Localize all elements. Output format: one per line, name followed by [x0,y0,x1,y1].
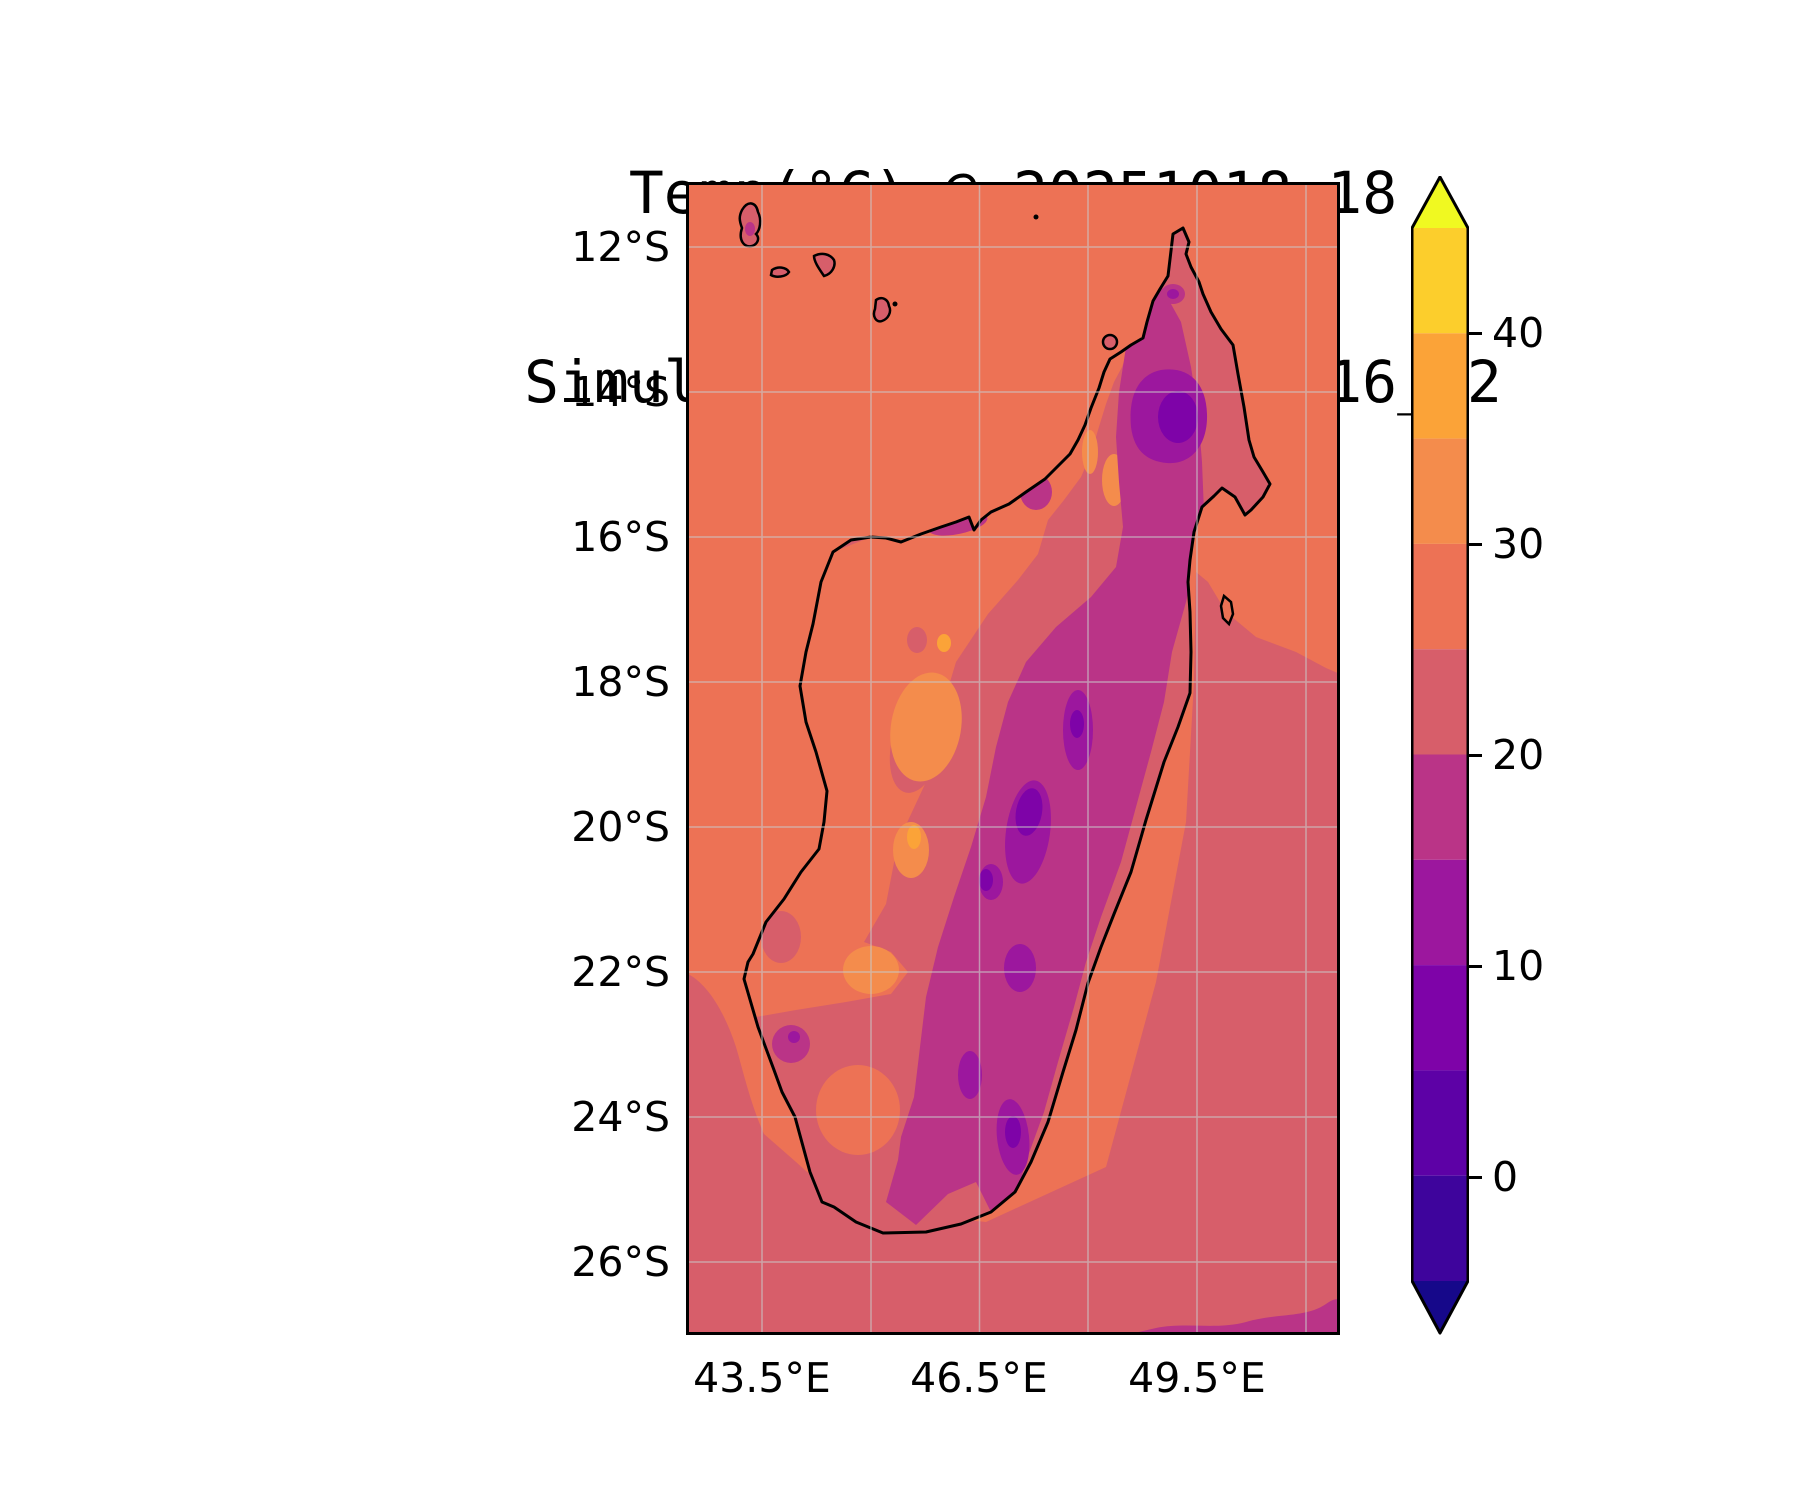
mayotte-islet-dot [892,301,898,307]
cold-core-5-10-d [1005,1116,1021,1148]
grande-comore-center-15-20 [745,222,755,236]
ocean-south-20-25 [686,572,1340,1335]
colorbar-seg-30-35 [1412,438,1468,544]
x-tick-46-5e: 46.5°E [910,1354,1048,1402]
colorbar-tick-20 [1469,754,1482,757]
spine-10-15-d [1004,944,1036,992]
hot-spot-35-40-a [937,634,951,652]
anjouan-island [812,252,836,278]
hot-patch-30-35-a [890,672,962,782]
x-tick-43-5e: 43.5°E [693,1354,831,1402]
analavelona-purple-10-15 [788,1031,800,1043]
colorbar-over-arrow [1412,177,1468,228]
colorbar [1411,176,1469,1335]
map-canvas [686,182,1340,1335]
hot-spot-35-40-b [907,825,921,849]
colorbar-seg-20-25 [1412,649,1468,755]
central-pink-dot-20-25 [907,627,927,653]
analavelona-magenta-15-20 [772,1025,810,1063]
colorbar-seg-5-10 [1412,965,1468,1071]
y-tick-20s: 20°S [571,803,670,851]
y-tick-24s: 24°S [571,1093,670,1141]
colorbar-seg-25-30 [1412,543,1468,650]
ne-ocean-islet-dot [1033,214,1039,220]
colorbar-seg-m5-0 [1412,1175,1468,1281]
colorbar-outline [1411,176,1469,1335]
colorbar-tick-40 [1469,332,1482,335]
y-tick-16s: 16°S [571,513,670,561]
south-10-15-a [958,1051,982,1099]
colorbar-tick-10 [1469,965,1482,968]
colorbar-seg-10-15 [1412,859,1468,966]
colorbar-label-30: 30 [1492,520,1545,568]
cold-core-5-10-c [979,869,993,891]
cold-core-5-10-a [1070,710,1084,738]
map-border [686,182,1340,1335]
colorbar-seg-40-45 [1412,228,1468,334]
y-tick-14s: 14°S [571,368,670,416]
colorbar-label-0: 0 [1492,1153,1519,1201]
colorbar-seg-35-40 [1412,333,1468,439]
mayotte-island [872,297,892,323]
x-tick-49-5e: 49.5°E [1128,1354,1266,1402]
ocean-bottom-magenta-15-20 [1126,1299,1340,1335]
colorbar-label-20: 20 [1492,731,1545,779]
morombe-pink-patch-20-25 [761,911,801,963]
colorbar-under-arrow [1412,1281,1468,1333]
colorbar-label-40: 40 [1492,309,1545,357]
sainte-marie-island [1219,593,1235,627]
colorbar-seg-15-20 [1412,754,1468,860]
tip-purple-10-15 [1167,289,1179,299]
y-tick-26s: 26°S [571,1238,670,1286]
colorbar-tick-30 [1469,543,1482,546]
cold-core-5-10-north [1158,391,1198,443]
y-tick-18s: 18°S [571,658,670,706]
cold-core-5-10-b [1015,788,1043,836]
colorbar-label-10: 10 [1492,942,1545,990]
y-tick-12s: 12°S [571,223,670,271]
southwest-orange-patch-25-30 [816,1065,900,1155]
colorbar-tick-0 [1469,1176,1482,1179]
y-tick-22s: 22°S [571,948,670,996]
moheli-island [769,266,791,278]
map-gridlines [686,182,1340,1335]
hot-patch-30-35-nw2 [1082,430,1098,474]
colorbar-seg-0-5 [1412,1070,1468,1176]
highlands-15-20 [886,277,1204,1225]
nosy-be-island [1101,333,1119,351]
